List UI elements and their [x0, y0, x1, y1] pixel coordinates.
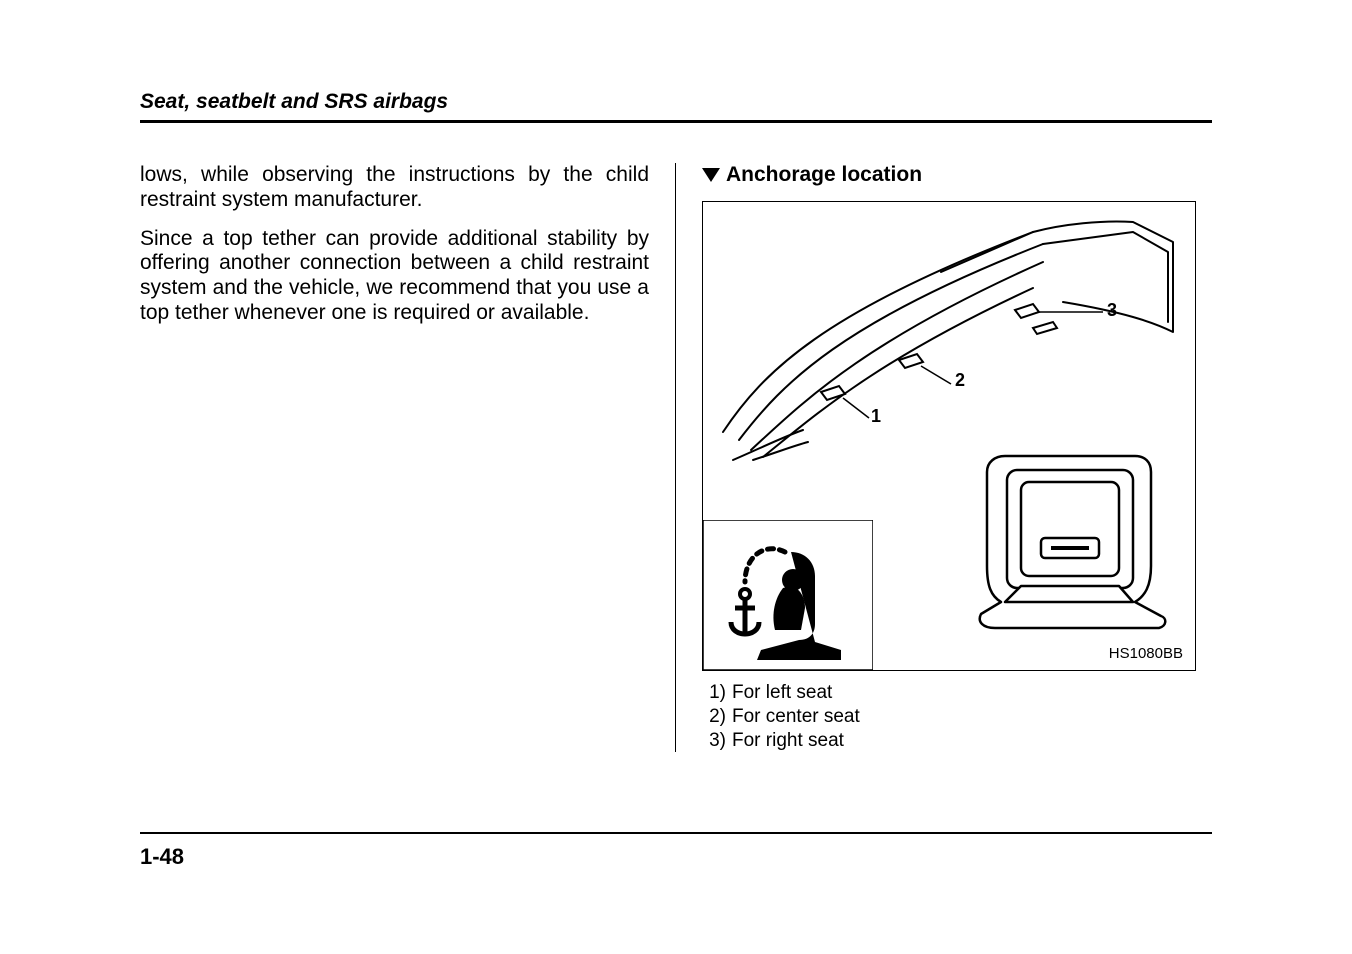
- paragraph-tether: Since a top tether can provide additiona…: [140, 227, 649, 326]
- left-column: lows, while observing the instructions b…: [140, 163, 676, 752]
- section-header: Seat, seatbelt and SRS airbags: [140, 90, 1212, 114]
- legend-row-2: 2) For center seat: [706, 705, 1212, 729]
- content-columns: lows, while observing the instructions b…: [140, 163, 1212, 752]
- subheading-anchorage: Anchorage location: [702, 163, 1212, 187]
- legend-num-2: 2): [706, 705, 732, 729]
- figure-anchorage: 1 2 3: [702, 201, 1196, 671]
- legend-text-2: For center seat: [732, 705, 860, 729]
- diagram-shelf: [703, 202, 1197, 462]
- inset-anchor-symbol: [703, 520, 873, 670]
- right-column: Anchorage location: [676, 163, 1212, 752]
- triangle-bullet-icon: [702, 168, 720, 182]
- legend-text-3: For right seat: [732, 729, 844, 753]
- legend-text-1: For left seat: [732, 681, 832, 705]
- footer-rule: [140, 832, 1212, 834]
- legend-num-3: 3): [706, 729, 732, 753]
- paragraph-continuation: lows, while observing the instructions b…: [140, 163, 649, 213]
- page: Seat, seatbelt and SRS airbags lows, whi…: [0, 0, 1352, 954]
- anchor-3-icon: [1015, 304, 1039, 318]
- legend-num-1: 1): [706, 681, 732, 705]
- figure-code: HS1080BB: [1109, 645, 1183, 662]
- header-rule: [140, 120, 1212, 123]
- legend-row-1: 1) For left seat: [706, 681, 1212, 705]
- subheading-text: Anchorage location: [726, 163, 922, 186]
- inset-bracket-closeup: [965, 446, 1175, 636]
- callout-1: 1: [871, 406, 881, 427]
- anchor-1-icon: [821, 386, 845, 400]
- callout-2: 2: [955, 370, 965, 391]
- figure-legend: 1) For left seat 2) For center seat 3) F…: [702, 681, 1212, 752]
- legend-row-3: 3) For right seat: [706, 729, 1212, 753]
- page-number: 1-48: [140, 844, 184, 870]
- callout-3: 3: [1107, 300, 1117, 321]
